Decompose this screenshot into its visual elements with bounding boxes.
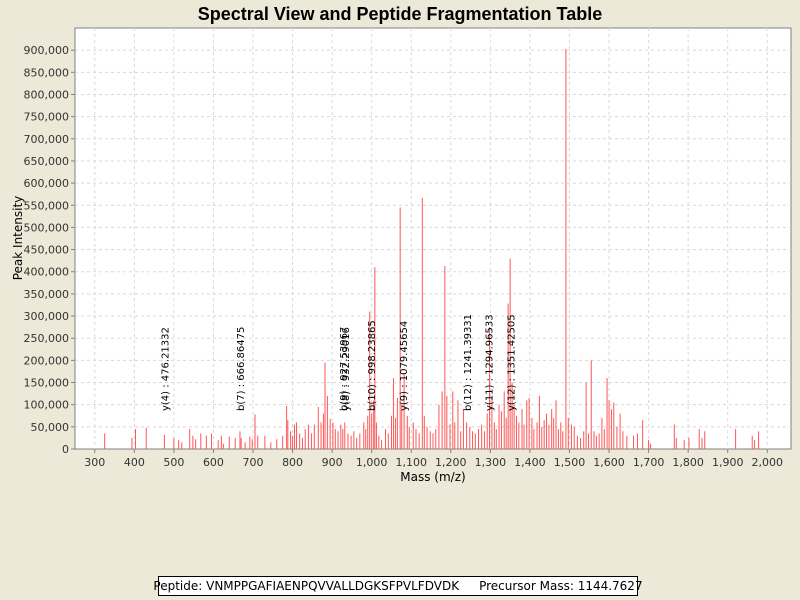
fragment-annotation: b(7) : 666.86475 xyxy=(236,327,247,411)
fragment-annotation: y(12) : 1351.42505 xyxy=(507,314,518,411)
peaks-layer xyxy=(104,48,760,449)
y-tick-label: 300,000 xyxy=(24,310,70,323)
y-tick-label: 350,000 xyxy=(24,288,70,301)
x-tick-label: 1,400 xyxy=(514,456,546,469)
y-tick-label: 400,000 xyxy=(24,266,70,279)
peptide-info-box: Peptide: VNMPPGAFIAENPQVVALLDGKSFPVLFDVD… xyxy=(153,576,643,596)
x-tick-label: 1,700 xyxy=(633,456,665,469)
x-tick-label: 1,300 xyxy=(475,456,507,469)
y-tick-label: 100,000 xyxy=(24,399,70,412)
x-tick-label: 900 xyxy=(322,456,343,469)
fragment-annotation: y(11) : 1294.96533 xyxy=(484,314,495,411)
x-tick-label: 800 xyxy=(282,456,303,469)
x-tick-label: 300 xyxy=(84,456,105,469)
plot-area xyxy=(74,27,792,450)
x-tick-label: 600 xyxy=(203,456,224,469)
y-tick-label: 900,000 xyxy=(24,44,70,57)
x-tick-label: 2,000 xyxy=(752,456,784,469)
y-tick-label: 250,000 xyxy=(24,332,70,345)
fragment-annotation: b(10) : 998.23865 xyxy=(367,320,378,411)
fragment-annotation: b(9) : 927.53967 xyxy=(339,327,350,411)
y-tick-label: 650,000 xyxy=(24,155,70,168)
precursor-mass: Precursor Mass: 1144.7627 xyxy=(479,579,643,593)
x-tick-label: 1,100 xyxy=(395,456,427,469)
y-tick-label: 600,000 xyxy=(24,177,70,190)
x-tick-label: 1,600 xyxy=(593,456,625,469)
y-tick-label: 50,000 xyxy=(31,421,70,434)
y-tick-label: 700,000 xyxy=(24,133,70,146)
y-tick-label: 800,000 xyxy=(24,88,70,101)
x-tick-label: 400 xyxy=(124,456,145,469)
axes-layer: 300 400 500 600 700 800 900 1,000 1,100 1,200 1,30… xyxy=(24,44,784,469)
fragment-annotation: y(8) : 932.29016 xyxy=(341,327,352,411)
x-tick-label: 500 xyxy=(163,456,184,469)
annotations-layer: y(4) : 476.21332 b(7) : 666.86475 b(9) : 9… xyxy=(160,314,517,411)
fragment-annotation: b(12) : 1241.39331 xyxy=(463,314,474,411)
fragment-annotation: y(9) : 1079.45654 xyxy=(399,321,410,411)
x-tick-label: 1,500 xyxy=(554,456,586,469)
y-tick-label: 500,000 xyxy=(24,221,70,234)
x-tick-label: 1,900 xyxy=(712,456,744,469)
y-tick-label: 450,000 xyxy=(24,244,70,257)
y-tick-label: 150,000 xyxy=(24,377,70,390)
chart-title: Spectral View and Peptide Fragmentation … xyxy=(198,4,602,24)
y-tick-label: 850,000 xyxy=(24,66,70,79)
gridlines xyxy=(75,28,791,449)
x-tick-label: 1,000 xyxy=(356,456,388,469)
x-tick-label: 1,800 xyxy=(672,456,704,469)
y-tick-label: 200,000 xyxy=(24,354,70,367)
x-tick-label: 700 xyxy=(243,456,264,469)
y-axis-label: Peak Intensity xyxy=(11,196,25,281)
x-tick-label: 1,200 xyxy=(435,456,467,469)
x-axis-label: Mass (m/z) xyxy=(400,470,465,484)
fragment-annotation: y(4) : 476.21332 xyxy=(160,327,171,411)
peptide-sequence: Peptide: VNMPPGAFIAENPQVVALLDGKSFPVLFDVD… xyxy=(153,579,460,593)
y-tick-label: 750,000 xyxy=(24,111,70,124)
y-tick-label: 550,000 xyxy=(24,199,70,212)
y-tick-label: 0 xyxy=(62,443,69,456)
